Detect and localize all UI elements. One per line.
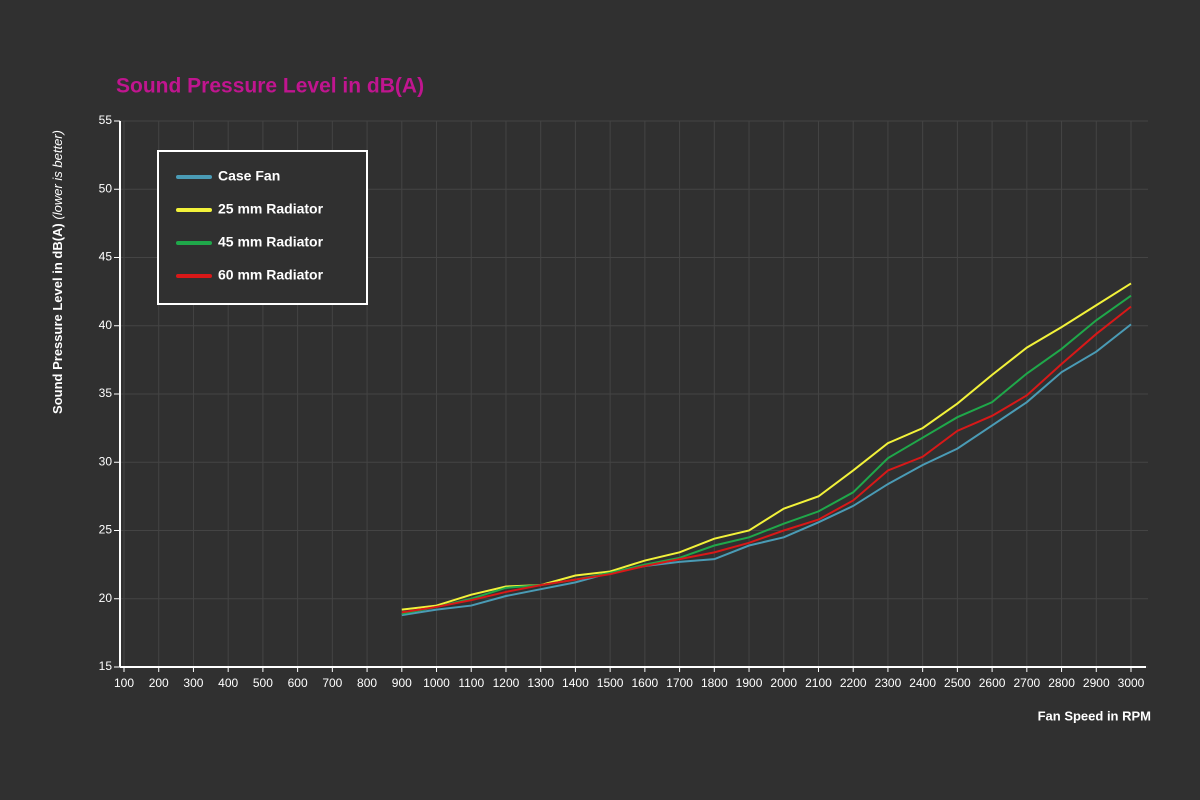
x-tick-label: 1600 [632,676,659,690]
series-line [401,305,1132,614]
x-tick-label: 2000 [770,676,797,690]
x-tick-label: 1300 [527,676,554,690]
y-axis-label: Sound Pressure Level in dB(A) (lower is … [50,130,65,414]
x-tick-label: 2900 [1083,676,1110,690]
y-axis-label-note: (lower is better) [50,130,65,220]
x-tick-label: 3000 [1118,676,1145,690]
x-tick-label: 800 [357,676,377,690]
y-tick-label: 15 [99,659,113,673]
x-tick-label: 500 [253,676,273,690]
x-tick-label: 1000 [423,676,450,690]
x-tick-label: 1400 [562,676,589,690]
y-tick-label: 40 [99,318,113,332]
x-tick-label: 1100 [458,676,484,690]
x-axis-label: Fan Speed in RPM [1038,708,1151,723]
x-tick-label: 100 [114,676,134,690]
x-tick-label: 1800 [701,676,728,690]
series-line [401,323,1132,617]
x-tick-label: 2600 [979,676,1006,690]
x-tick-label: 2300 [875,676,902,690]
legend-label: 60 mm Radiator [218,267,324,283]
x-tick-label: 2100 [805,676,832,690]
y-tick-label: 55 [99,113,113,127]
y-tick-label: 45 [99,250,113,264]
series-line [401,282,1132,611]
x-tick-label: 300 [183,676,203,690]
x-tick-label: 1900 [736,676,763,690]
legend-label: 45 mm Radiator [218,234,324,250]
x-tick-label: 1700 [666,676,693,690]
x-tick-label: 900 [392,676,412,690]
x-tick-label: 2700 [1013,676,1040,690]
y-tick-label: 30 [99,454,113,468]
x-tick-label: 400 [218,676,238,690]
y-axis-label-main: Sound Pressure Level in dB(A) [50,223,65,414]
series-line [401,294,1132,615]
x-tick-label: 1500 [597,676,624,690]
x-tick-label: 600 [288,676,308,690]
x-tick-label: 2800 [1048,676,1075,690]
legend-label: 25 mm Radiator [218,201,324,217]
y-tick-label: 35 [99,386,113,400]
x-tick-label: 2200 [840,676,867,690]
x-tick-label: 200 [149,676,169,690]
x-tick-label: 700 [322,676,342,690]
x-tick-label: 2500 [944,676,971,690]
x-tick-label: 2400 [909,676,936,690]
chart-title: Sound Pressure Level in dB(A) [116,75,424,98]
legend-label: Case Fan [218,168,280,184]
y-tick-label: 25 [99,523,113,537]
y-tick-label: 20 [99,591,113,605]
y-tick-label: 50 [99,181,113,195]
x-tick-label: 1200 [493,676,520,690]
